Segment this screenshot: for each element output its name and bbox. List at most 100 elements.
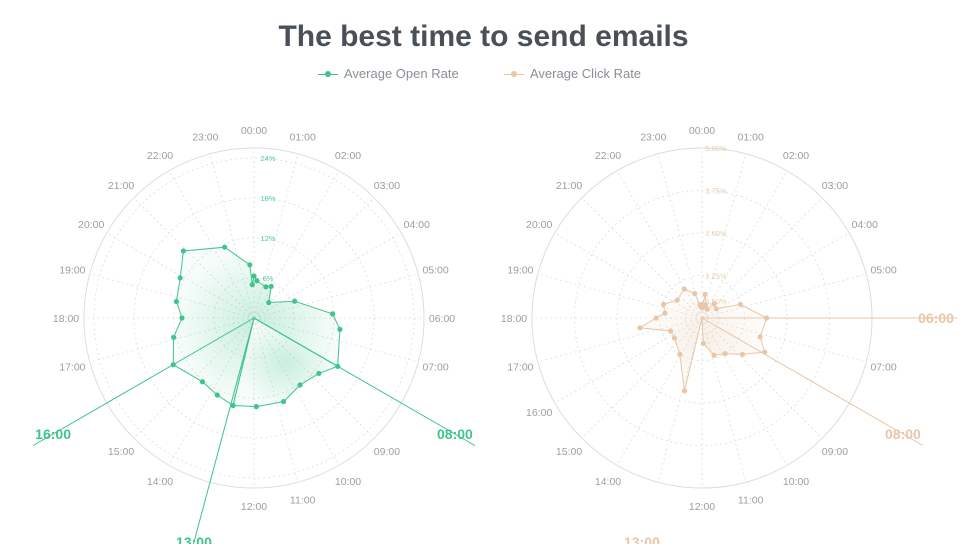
radar-spoke (89, 317, 255, 363)
ring-value-label: 0.50% (705, 297, 727, 306)
hour-label: 12:00 (241, 501, 267, 513)
data-point (247, 262, 253, 268)
highlight-hour-label: 08:00 (437, 426, 473, 442)
highlight-hour-label: 08:00 (885, 426, 921, 442)
highlight-spoke (192, 317, 255, 544)
radar-spoke (581, 197, 703, 319)
data-point (681, 286, 687, 292)
radar-spoke (537, 317, 703, 363)
data-point (280, 398, 287, 405)
radar-spoke (554, 317, 703, 404)
hour-label: 11:00 (738, 495, 764, 507)
ring-value-label: 5.00% (705, 144, 727, 153)
radar-spoke (701, 197, 823, 319)
radar-chart-open-rate: 00:00 01:00 02:00 03:00 04:00 05:00 06:00 07:00… (32, 125, 476, 544)
data-point (292, 298, 298, 304)
hour-label: 06:00 (429, 313, 455, 325)
hour-label: 09:00 (374, 446, 400, 458)
radar-spoke (554, 232, 703, 319)
hour-label: 03:00 (822, 180, 848, 192)
hour-label: 04:00 (852, 219, 878, 231)
series-area-open-rate-lower (232, 317, 339, 408)
radar-spoke (537, 273, 703, 319)
radar-spoke (133, 317, 255, 439)
hour-label: 21:00 (556, 180, 582, 192)
hour-label: 05:00 (422, 264, 448, 276)
ring-value-label: 1.25% (705, 272, 727, 281)
data-point (677, 351, 683, 357)
data-point (757, 334, 763, 340)
radar-spoke (253, 153, 299, 319)
data-point (671, 335, 678, 341)
data-point (263, 284, 269, 290)
hour-label: 23:00 (192, 131, 218, 143)
data-point (722, 351, 728, 357)
data-point (179, 315, 185, 321)
hour-label: 01:00 (738, 131, 764, 143)
highlight-hour-label: 06:00 (918, 310, 954, 326)
data-point (637, 325, 643, 331)
hour-label: 15:00 (556, 446, 582, 458)
hour-label: 21:00 (108, 180, 134, 192)
data-point (268, 283, 274, 289)
data-point (704, 306, 710, 312)
radar-spoke (209, 153, 255, 319)
hour-label: 00:00 (241, 125, 267, 137)
hour-label: 04:00 (404, 219, 430, 231)
radar-chart-click-rate: 00:00 01:00 02:00 03:00 04:00 05:00 07:00 09:00… (501, 125, 957, 544)
radar-spoke (581, 317, 703, 439)
hour-label: 20:00 (526, 219, 552, 231)
ring-value-label: 18% (260, 194, 275, 203)
radar-spoke (701, 170, 788, 319)
legend-item-click-rate: Average Click Rate (504, 66, 641, 81)
legend-item-open-rate: Average Open Rate (318, 66, 459, 81)
data-point (700, 340, 706, 347)
legend: Average Open Rate Average Click Rate (0, 66, 967, 84)
data-point (253, 404, 259, 410)
data-point (251, 273, 257, 279)
data-point (173, 298, 180, 305)
data-point (667, 328, 674, 334)
radar-spoke (168, 170, 255, 319)
hour-label: 09:00 (822, 446, 848, 458)
radar-spoke (616, 317, 703, 466)
data-point (674, 297, 680, 303)
highlight-spoke (701, 317, 924, 446)
ring-value-label: 6% (263, 274, 274, 283)
hour-label: 22:00 (147, 150, 173, 162)
chart-title: The best time to send emails (278, 20, 689, 53)
data-point (254, 278, 260, 284)
data-point (337, 326, 343, 332)
radar-spoke (657, 153, 703, 319)
radar-spoke (701, 317, 747, 483)
radar-spoke (253, 197, 375, 319)
radar-spoke (616, 170, 703, 319)
highlight-hour-label: 13:00 (176, 534, 212, 544)
ring-value-label: 12% (260, 234, 275, 243)
data-point (199, 379, 205, 385)
hour-label: 01:00 (290, 131, 316, 143)
legend-label-open-rate: Average Open Rate (344, 66, 459, 81)
highlight-hour-label: 16:00 (35, 426, 71, 442)
legend-label-click-rate: Average Click Rate (530, 66, 642, 81)
data-point (711, 301, 717, 307)
radar-spoke (253, 170, 340, 319)
data-point (737, 301, 744, 307)
hour-label: 22:00 (595, 150, 621, 162)
data-point (266, 299, 272, 306)
radar-spoke (701, 317, 823, 439)
hour-label: 02:00 (335, 150, 361, 162)
data-point (214, 392, 220, 398)
hour-label: 23:00 (640, 131, 666, 143)
radar-spoke (253, 317, 375, 439)
data-point (230, 402, 236, 409)
data-point (180, 248, 186, 254)
hour-label: 07:00 (422, 362, 448, 374)
hour-label: 17:00 (507, 362, 533, 374)
data-point (222, 244, 228, 250)
highlight-spoke (32, 317, 255, 446)
hour-label: 18:00 (501, 313, 527, 325)
radar-spoke (701, 153, 747, 319)
